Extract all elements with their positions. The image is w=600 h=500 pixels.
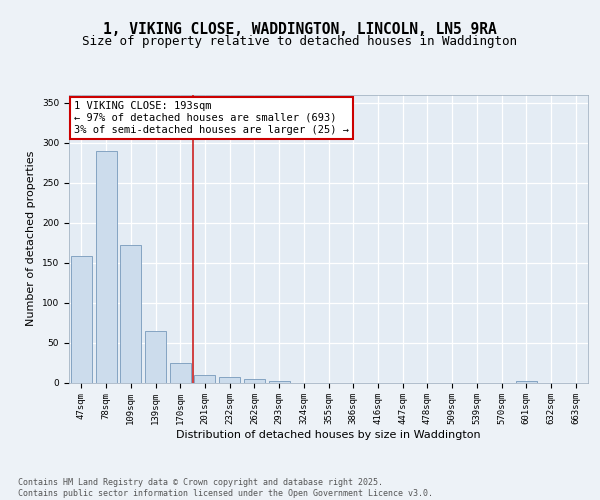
Bar — [95, 151, 116, 382]
Bar — [71, 256, 92, 382]
Text: Contains HM Land Registry data © Crown copyright and database right 2025.
Contai: Contains HM Land Registry data © Crown c… — [18, 478, 433, 498]
Bar — [194, 374, 215, 382]
Bar — [145, 330, 166, 382]
Text: 1, VIKING CLOSE, WADDINGTON, LINCOLN, LN5 9RA: 1, VIKING CLOSE, WADDINGTON, LINCOLN, LN… — [103, 22, 497, 36]
Text: 1 VIKING CLOSE: 193sqm
← 97% of detached houses are smaller (693)
3% of semi-det: 1 VIKING CLOSE: 193sqm ← 97% of detached… — [74, 102, 349, 134]
Y-axis label: Number of detached properties: Number of detached properties — [26, 151, 37, 326]
Bar — [244, 380, 265, 382]
Bar — [170, 362, 191, 382]
Bar — [120, 245, 141, 382]
Bar — [219, 377, 240, 382]
Text: Size of property relative to detached houses in Waddington: Size of property relative to detached ho… — [83, 34, 517, 48]
X-axis label: Distribution of detached houses by size in Waddington: Distribution of detached houses by size … — [176, 430, 481, 440]
Bar — [269, 381, 290, 382]
Bar — [516, 381, 537, 382]
